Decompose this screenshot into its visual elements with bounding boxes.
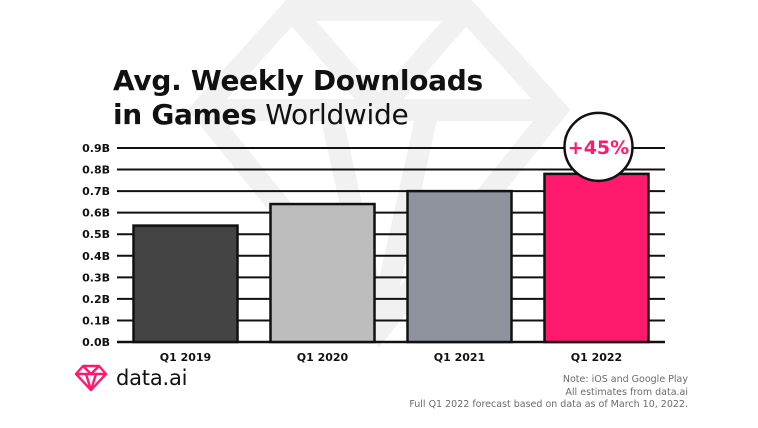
footnote-line2: All estimates from data.ai	[565, 386, 688, 398]
y-tick-label: 0.7B	[82, 185, 110, 198]
bar	[543, 172, 650, 344]
footnote-line3: Full Q1 2022 forecast based on data as o…	[409, 399, 688, 410]
y-tick-label: 0.6B	[82, 207, 110, 220]
y-tick-label: 0.0B	[82, 336, 110, 349]
x-tick-label: Q1 2019	[160, 351, 211, 364]
chart-title-line2-bold: in Games	[113, 98, 257, 131]
annotation-label: +45%	[568, 137, 629, 159]
x-tick-label: Q1 2022	[571, 351, 622, 364]
chart-title-line2-light: Worldwide	[256, 98, 409, 131]
chart-title: Avg. Weekly Downloads in Games Worldwide	[113, 64, 483, 132]
bar	[132, 224, 239, 344]
brand-logo: data.ai	[74, 364, 187, 392]
x-tick-label: Q1 2021	[434, 351, 485, 364]
x-axis-tick-labels: Q1 2019 Q1 2020 Q1 2021 Q1 2022	[160, 351, 622, 364]
brand-name: data.ai	[116, 366, 188, 390]
y-tick-label: 0.1B	[82, 314, 110, 327]
annotation-circle	[563, 111, 634, 183]
footnote: Note: iOS and Google Play All estimates …	[409, 374, 688, 412]
x-tick-label: Q1 2020	[297, 351, 349, 364]
bar	[269, 202, 376, 344]
growth-annotation: +45%	[563, 111, 634, 183]
y-tick-label: 0.5B	[82, 228, 110, 241]
y-tick-label: 0.3B	[82, 271, 110, 284]
y-tick-label: 0.8B	[82, 164, 110, 177]
bars	[132, 172, 650, 344]
y-tick-label: 0.9B	[82, 142, 110, 155]
bar	[406, 189, 513, 344]
y-tick-label: 0.2B	[82, 293, 110, 306]
data-ai-diamond-icon	[74, 364, 108, 392]
footnote-line1: Note: iOS and Google Play	[562, 374, 688, 385]
y-axis-tick-labels: 0.0B 0.1B 0.2B 0.3B 0.4B 0.5B 0.6B 0.7B 0.8B 0.9B	[82, 142, 110, 349]
chart-title-line1: Avg. Weekly Downloads	[113, 64, 483, 97]
y-tick-label: 0.4B	[82, 250, 110, 263]
